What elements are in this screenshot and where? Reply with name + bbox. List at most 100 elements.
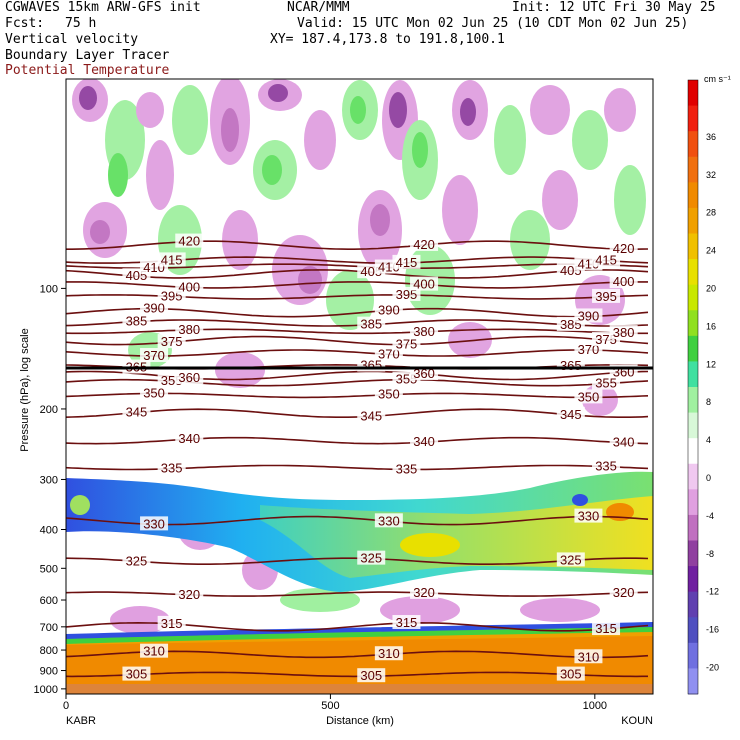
boundary-layer-low [66, 622, 653, 694]
colorbar-swatch [688, 540, 698, 567]
isentrope-label: 315 [595, 621, 617, 636]
y-tick-label: 800 [40, 645, 58, 657]
colorbar-swatch [688, 438, 698, 465]
colorbar-label: -4 [706, 511, 714, 521]
isentrope-345 [66, 408, 649, 418]
isentrope-label: 400 [178, 279, 200, 294]
isentrope-label: 375 [161, 334, 183, 349]
isentrope-label: 305 [360, 668, 382, 683]
isentrope-label: 385 [126, 314, 148, 329]
colorbar-swatch [688, 310, 698, 337]
colorbar-label: 0 [706, 473, 711, 483]
isentrope-label: 420 [613, 241, 635, 256]
colorbar-swatch [688, 259, 698, 286]
isentrope-label: 360 [178, 370, 200, 385]
isentrope-label: 385 [360, 317, 382, 332]
isentrope-label: 380 [178, 322, 200, 337]
isentrope-label: 335 [396, 461, 418, 476]
colorbar-swatch [688, 80, 698, 107]
y-tick-label: 500 [40, 563, 58, 575]
isentrope-label: 415 [595, 253, 617, 268]
isentrope-320 [66, 591, 649, 597]
right-endpoint-label: KOUN [621, 715, 653, 727]
isentrope-label: 380 [613, 325, 635, 340]
colorbar-swatch [688, 591, 698, 618]
colorbar-label: 16 [706, 321, 716, 331]
isentrope-405 [66, 269, 649, 279]
isentrope-400 [66, 281, 648, 289]
isentrope-label: 350 [378, 387, 400, 402]
isentrope-label: 325 [126, 553, 148, 568]
valid-time: Valid: 15 UTC Mon 02 Jun 25 (10 CDT Mon … [297, 16, 689, 31]
isentrope-labels: 305 305 305 310 310 310 315 315 315 320 320 320 325 3… [122, 233, 638, 683]
y-tick-label: 400 [40, 524, 58, 536]
isentrope-label: 335 [161, 461, 183, 476]
isentrope-label: 325 [560, 552, 582, 567]
y-tick-label: 200 [40, 404, 58, 416]
isentrope-label: 415 [396, 255, 418, 270]
isentrope-label: 310 [143, 644, 165, 659]
isentrope-label: 325 [360, 551, 382, 566]
colorbar-label: 8 [706, 397, 711, 407]
header-line1-left: CGWAVES 15km ARW-GFS init [5, 0, 201, 15]
isentrope-label: 415 [161, 252, 183, 267]
isentrope-420 [66, 240, 649, 250]
isentrope-label: 420 [178, 234, 200, 249]
y-tick-label: 700 [40, 622, 58, 634]
isentrope-label: 345 [126, 405, 148, 420]
colorbar-label: -20 [706, 662, 719, 672]
isentrope-label: 355 [595, 376, 617, 391]
isentrope-label: 310 [378, 646, 400, 661]
plot-frame [65, 78, 654, 695]
isentrope-label: 320 [413, 585, 435, 600]
colorbar-swatch [688, 387, 698, 414]
colorbar-swatch [688, 463, 698, 490]
colorbar-label: 28 [706, 208, 716, 218]
isentrope-label: 390 [378, 302, 400, 317]
colorbar-swatch [688, 335, 698, 362]
colorbar-unit: cm s⁻¹ [704, 74, 731, 84]
colorbar-swatch [688, 182, 698, 209]
y-tick-label: 300 [40, 474, 58, 486]
colorbar-label: -8 [706, 549, 714, 559]
isentrope-label: 370 [143, 348, 165, 363]
colorbar-label: 12 [706, 359, 716, 369]
colorbar-label: -12 [706, 587, 719, 597]
colorbar-label: 24 [706, 246, 716, 256]
isentrope-label: 390 [143, 301, 165, 316]
colorbar-label: 20 [706, 283, 716, 293]
isentrope-label: 340 [613, 435, 635, 450]
y-axis-label: Pressure (hPa), log scale [19, 328, 31, 452]
colorbar-label: 32 [706, 170, 716, 180]
isentrope-340 [66, 436, 649, 445]
isentrope-label: 365 [560, 358, 582, 373]
isentrope-label: 315 [161, 616, 183, 631]
isentrope-label: 345 [360, 408, 382, 423]
left-endpoint-label: KABR [66, 715, 96, 727]
colorbar-swatch [688, 412, 698, 439]
isentrope-305 [66, 671, 648, 678]
isentrope-label: 390 [578, 308, 600, 323]
isentrope-label: 335 [595, 459, 617, 474]
isentrope-label: 320 [613, 585, 635, 600]
x-axis-label: Distance (km) [326, 715, 394, 727]
isentrope-385 [66, 319, 649, 327]
y-tick-label: 900 [40, 666, 58, 678]
x-tick-label: 1000 [583, 700, 607, 712]
field-boundary-layer-tracer: Boundary Layer Tracer [5, 48, 170, 63]
field-potential-temperature: Potential Temperature [5, 63, 170, 78]
colorbar-swatch [688, 514, 698, 541]
colorbar-swatch [688, 566, 698, 593]
colorbar-swatch [688, 156, 698, 183]
isentrope-label: 380 [413, 324, 435, 339]
field-vertical-velocity: Vertical velocity [5, 32, 139, 47]
isentrope-label: 395 [595, 289, 617, 304]
y-tick-label: 1000 [34, 684, 58, 696]
x-tick-label: 500 [321, 700, 339, 712]
colorbar-swatch [688, 617, 698, 644]
colorbar-swatch [688, 284, 698, 311]
isentrope-325 [66, 557, 649, 565]
isentrope-label: 360 [413, 366, 435, 381]
isentrope-label: 330 [578, 509, 600, 524]
isentrope-label: 330 [143, 516, 165, 531]
